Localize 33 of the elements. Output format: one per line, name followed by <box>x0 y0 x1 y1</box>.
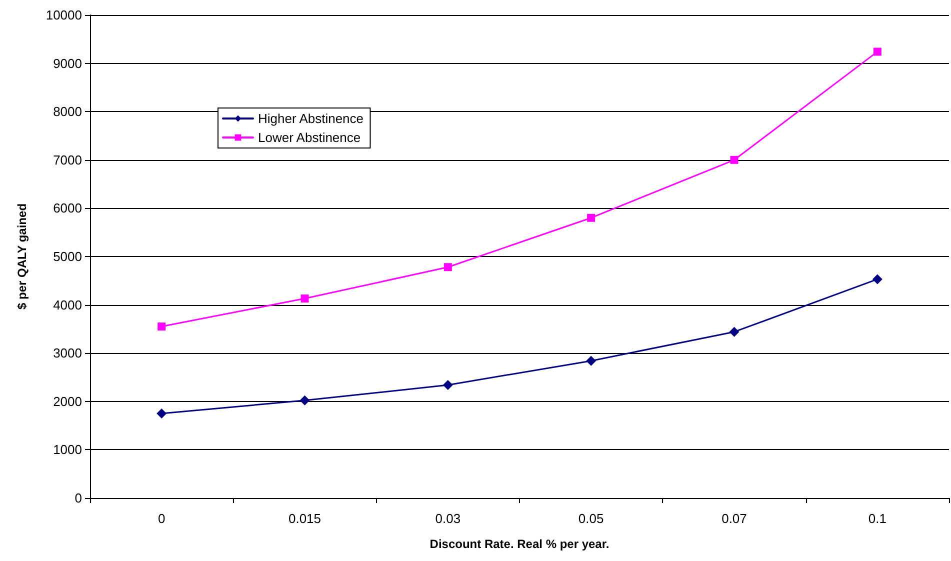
point <box>872 274 882 284</box>
legend-label: Higher Abstinence <box>258 111 364 126</box>
x-tick-label: 0.015 <box>288 511 322 526</box>
x-axis-title: Discount Rate. Real % per year. <box>430 537 610 551</box>
point <box>730 156 738 164</box>
y-tick-label: 9000 <box>53 56 82 71</box>
x-tick-label: 0 <box>158 511 166 526</box>
point <box>586 356 596 366</box>
point <box>444 263 452 272</box>
y-tick-label: 5000 <box>53 249 82 264</box>
point <box>156 408 167 418</box>
y-tick-label: 8000 <box>53 104 82 120</box>
y-tick-label: 3000 <box>53 346 82 361</box>
point <box>587 214 596 222</box>
y-tick-label: 1000 <box>53 442 82 458</box>
y-tick-label: 10000 <box>46 8 82 22</box>
point <box>729 326 740 337</box>
y-tick-label: 0 <box>74 490 82 506</box>
y-tick-label: 4000 <box>53 297 82 312</box>
y-tick-label: 6000 <box>53 200 82 216</box>
x-tick-label: 0.03 <box>435 511 461 526</box>
y-tick-label: 2000 <box>53 394 82 409</box>
point <box>442 380 453 390</box>
point <box>158 322 166 331</box>
y-tick-label: 7000 <box>53 152 82 168</box>
y-axis-title: $ per QALY gained <box>15 203 29 310</box>
x-tick-label: 0.1 <box>868 511 886 526</box>
point <box>300 294 309 303</box>
legend-label: Lower Abstinence <box>258 130 361 145</box>
point <box>300 395 310 406</box>
x-tick-label: 0.05 <box>578 511 604 526</box>
x-tick-label: 0.07 <box>722 511 747 526</box>
point <box>873 48 882 56</box>
